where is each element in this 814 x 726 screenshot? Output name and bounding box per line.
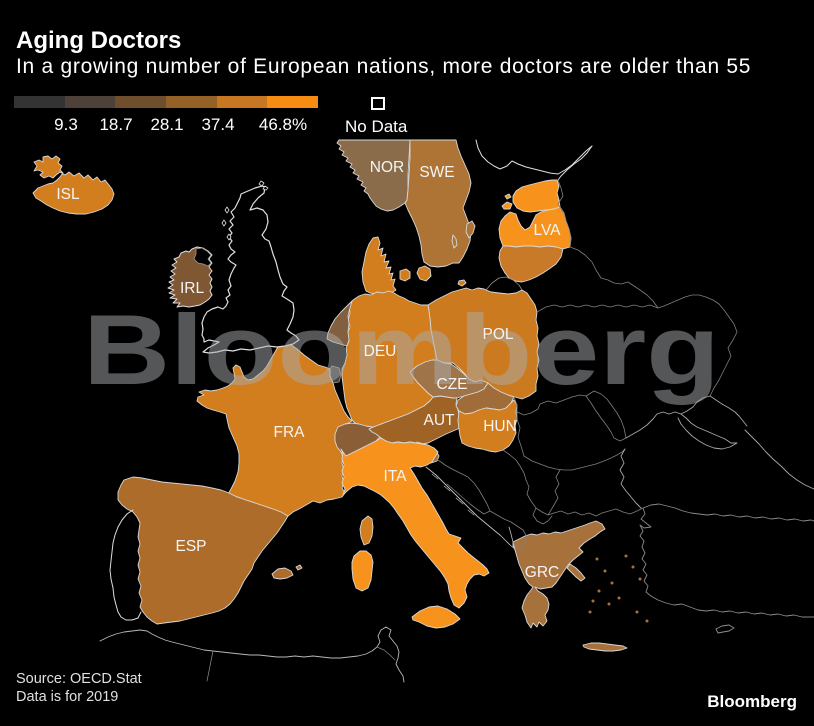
svg-text:POL: POL xyxy=(482,326,513,343)
svg-text:ISL: ISL xyxy=(56,186,80,203)
svg-text:DEU: DEU xyxy=(364,343,397,360)
svg-text:FRA: FRA xyxy=(274,424,306,441)
svg-text:AUT: AUT xyxy=(424,412,456,429)
svg-text:ESP: ESP xyxy=(175,538,206,555)
svg-text:CZE: CZE xyxy=(437,376,468,393)
svg-text:ITA: ITA xyxy=(384,468,408,485)
svg-text:LVA: LVA xyxy=(534,222,562,239)
svg-text:IRL: IRL xyxy=(180,280,205,297)
svg-text:NOR: NOR xyxy=(370,159,404,176)
svg-text:SWE: SWE xyxy=(419,164,454,181)
svg-text:HUN: HUN xyxy=(483,418,517,435)
svg-text:Bloomberg: Bloomberg xyxy=(83,294,720,405)
svg-text:GRC: GRC xyxy=(525,564,559,581)
